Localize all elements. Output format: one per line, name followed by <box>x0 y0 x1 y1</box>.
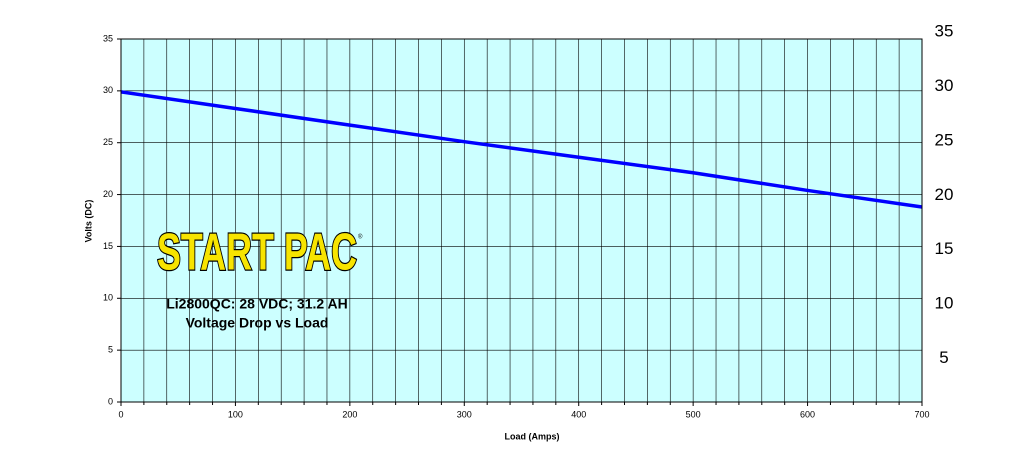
x-tick-label: 0 <box>118 409 123 419</box>
x-tick-label: 400 <box>571 409 586 419</box>
x-tick-label: 200 <box>342 409 357 419</box>
plot-border <box>120 38 923 403</box>
y2-tick-label: 25 <box>935 130 954 149</box>
y-tick-label: 20 <box>103 189 113 199</box>
y-tick-label: 15 <box>103 241 113 251</box>
data-line <box>120 90 923 209</box>
y-tick-label: 35 <box>103 33 113 43</box>
chart-subtitle: Voltage Drop vs Load <box>186 315 329 331</box>
x-tick-label: 700 <box>914 409 929 419</box>
y-tick-label: 5 <box>108 345 113 355</box>
x-tick-label: 600 <box>800 409 815 419</box>
x-tick-label: 100 <box>228 409 243 419</box>
y2-tick-label: 15 <box>935 239 954 258</box>
y2-tick-label: 35 <box>935 21 954 40</box>
y-axis-label: Volts (DC) <box>83 200 93 243</box>
plot-area <box>121 39 922 402</box>
x-tick-label: 500 <box>686 409 701 419</box>
y2-tick-label: 10 <box>935 294 954 313</box>
y-tick-label: 30 <box>103 85 113 95</box>
y2-tick-label: 30 <box>935 76 954 95</box>
y-tick-label: 0 <box>108 396 113 406</box>
y2-tick-label: 20 <box>935 185 954 204</box>
y-tick-label: 10 <box>103 293 113 303</box>
x-tick-label: 300 <box>457 409 472 419</box>
x-axis-label: Load (Amps) <box>505 431 560 441</box>
y2-tick-label: 5 <box>939 348 948 367</box>
logo-mark: ® <box>358 234 363 241</box>
chart-title: Li2800QC: 28 VDC; 31.2 AH <box>166 296 348 312</box>
logo: START PAC <box>157 224 357 282</box>
y-tick-label: 25 <box>103 137 113 147</box>
lines <box>120 90 923 209</box>
grid <box>120 38 923 403</box>
